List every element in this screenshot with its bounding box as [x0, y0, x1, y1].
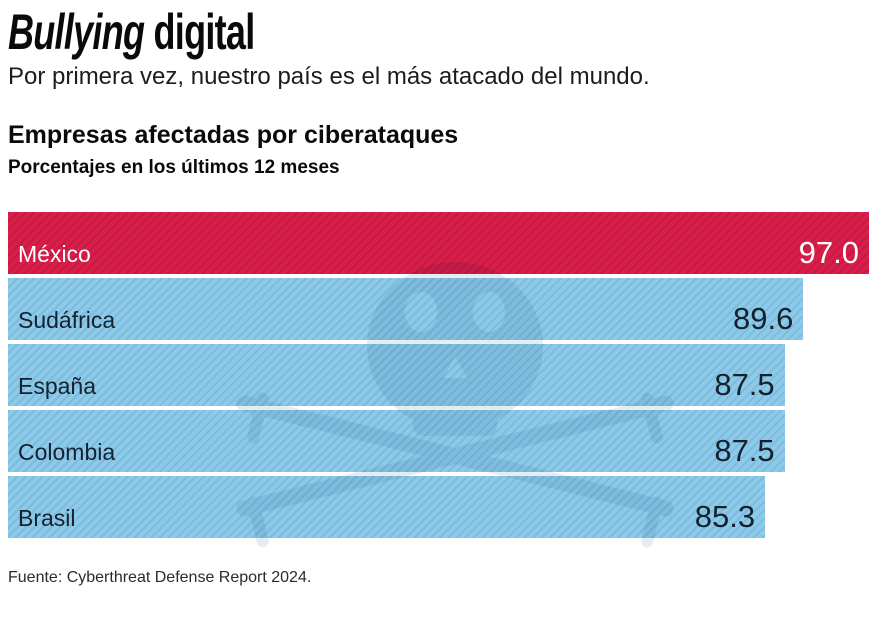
page-title-regular-part: digital [153, 4, 256, 60]
bar-mexico: México 97.0 [8, 212, 869, 274]
bar-value: 89.6 [732, 301, 794, 336]
bar-row: Sudáfrica 89.6 [8, 278, 869, 340]
bar-value: 97.0 [798, 235, 859, 270]
bar-colombia: Colombia 87.5 [8, 410, 785, 472]
bar-label: Sudáfrica [18, 307, 116, 333]
bar-label: Brasil [18, 505, 76, 531]
bar-brasil: Brasil 85.3 [8, 476, 766, 538]
bar-row: España 87.5 [8, 344, 869, 406]
bar-label: México [18, 241, 91, 267]
bar-row: Brasil 85.3 [8, 476, 869, 538]
chart-subtitle: Porcentajes en los últimos 12 meses [8, 157, 340, 178]
bar-value: 85.3 [694, 499, 756, 534]
page-subtitle: Por primera vez, nuestro país es el más … [8, 63, 650, 90]
bar-label: Colombia [18, 439, 116, 465]
page-title-italic-part: Bullying [8, 4, 145, 60]
source-credit: Fuente: Cyberthreat Defense Report 2024. [8, 569, 312, 586]
page-title: Bullying digital [8, 6, 350, 59]
bar-espana: España 87.5 [8, 344, 785, 406]
bar-chart: México 97.0 Sudáfrica 89.6 España 87.5 C… [8, 212, 869, 542]
bar-sudafrica: Sudáfrica 89.6 [8, 278, 804, 340]
bar-row: Colombia 87.5 [8, 410, 869, 472]
bar-value: 87.5 [714, 433, 775, 468]
bar-value: 87.5 [714, 367, 775, 402]
bar-row: México 97.0 [8, 212, 869, 274]
bar-label: España [18, 373, 97, 399]
chart-title: Empresas afectadas por ciberataques [8, 121, 459, 149]
